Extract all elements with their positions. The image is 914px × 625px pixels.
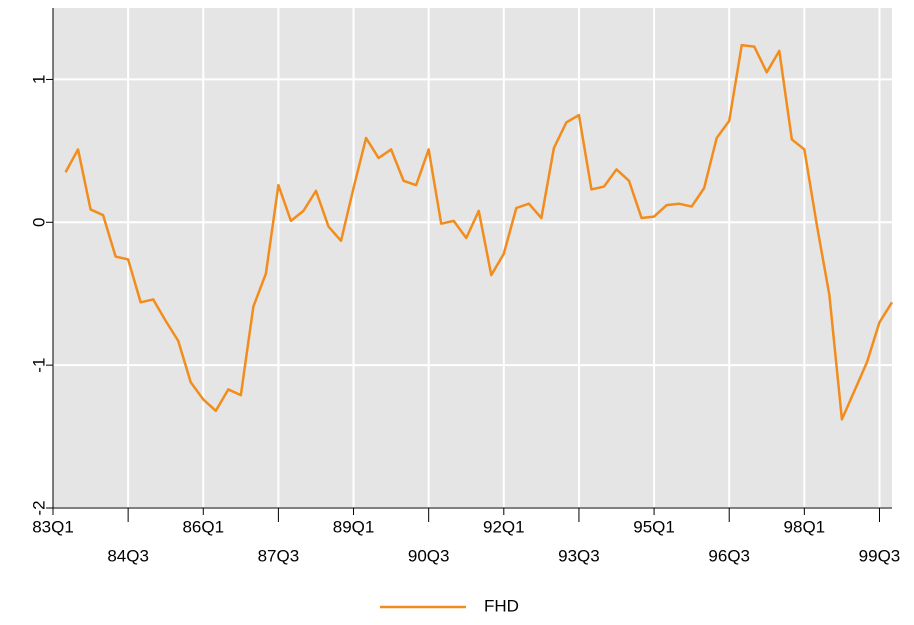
x-tick-label: 83Q1 [32,517,74,536]
plot-background [53,8,892,508]
x-tick-label: 87Q3 [258,546,300,565]
legend-label: FHD [484,596,519,615]
x-tick-label: 99Q3 [859,546,901,565]
y-tick-label: 1 [29,75,48,84]
data-line [64,43,894,421]
y-tick-label: -2 [29,500,48,515]
x-tick-label: 84Q3 [107,546,149,565]
x-tick-label: 95Q1 [633,517,675,536]
x-tick-label: 89Q1 [333,517,375,536]
y-tick-label: -1 [29,358,48,373]
y-tick-label: 0 [29,218,48,227]
x-tick-label: 90Q3 [408,546,450,565]
x-tick-label: 93Q3 [558,546,600,565]
x-tick-label: 92Q1 [483,517,525,536]
x-tick-label: 98Q1 [784,517,826,536]
x-tick-label: 96Q3 [708,546,750,565]
x-tick-label: 86Q1 [182,517,224,536]
